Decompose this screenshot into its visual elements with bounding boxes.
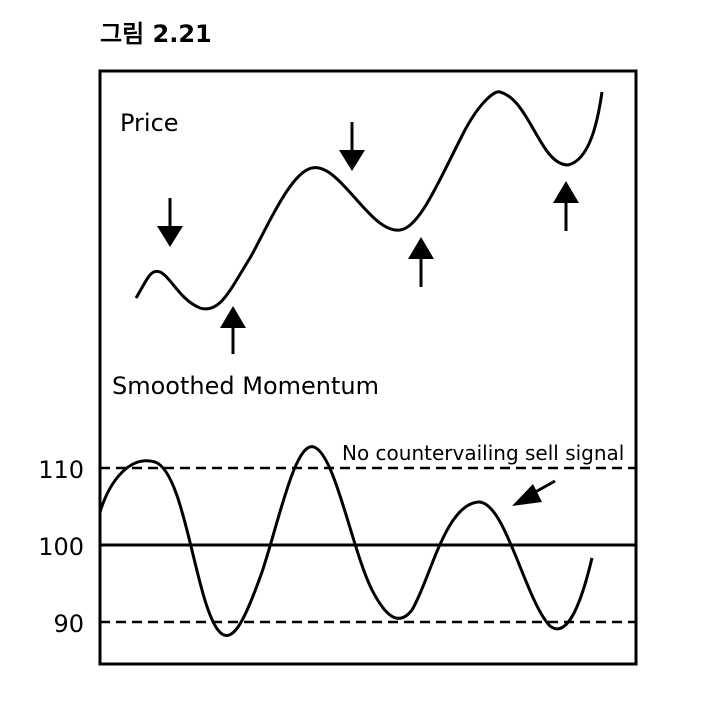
price-series-line xyxy=(134,90,604,311)
buy-signal-arrow-1 xyxy=(220,306,246,354)
y-tick-100: 100 xyxy=(38,533,84,561)
y-tick-90: 90 xyxy=(53,610,84,638)
annotation-no-sell-signal: No countervailing sell signal xyxy=(342,441,624,465)
momentum-series-line xyxy=(98,445,594,637)
chart-frame xyxy=(98,69,638,666)
annotation-arrow xyxy=(512,479,556,506)
momentum-panel-label: Smoothed Momentum xyxy=(112,372,379,400)
sell-signal-arrow-1 xyxy=(157,198,183,247)
price-panel-label: Price xyxy=(120,109,179,137)
buy-signal-arrow-2 xyxy=(408,237,434,287)
sell-signal-arrow-2 xyxy=(339,122,365,171)
figure-title: 그림 2.21 xyxy=(100,20,212,48)
y-tick-110: 110 xyxy=(38,456,84,484)
buy-signal-arrow-3 xyxy=(553,181,579,231)
